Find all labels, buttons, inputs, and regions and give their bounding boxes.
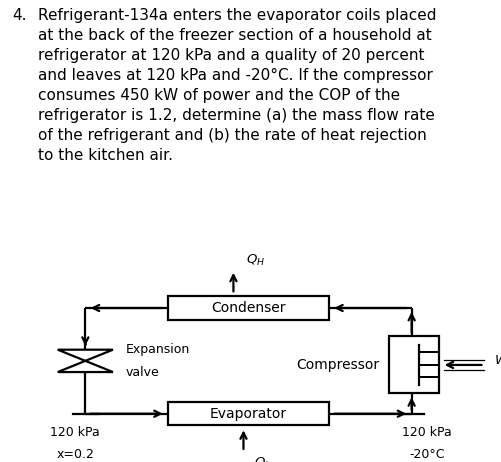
Text: valve: valve <box>125 366 159 379</box>
Text: Refrigerant-134a enters the evaporator coils placed
at the back of the freezer s: Refrigerant-134a enters the evaporator c… <box>38 8 435 164</box>
Text: -20°C: -20°C <box>408 448 443 461</box>
Bar <box>168 296 328 320</box>
Text: $Q_H$: $Q_H$ <box>245 253 265 268</box>
Text: 120 kPa: 120 kPa <box>50 426 100 439</box>
Text: 4.: 4. <box>13 8 27 23</box>
Bar <box>168 402 328 426</box>
Text: 120 kPa: 120 kPa <box>401 426 451 439</box>
Text: x=0.2: x=0.2 <box>56 448 94 461</box>
Text: Evaporator: Evaporator <box>209 407 287 421</box>
Text: Condenser: Condenser <box>211 301 285 315</box>
Text: $W_{\mathrm{in}}$: $W_{\mathrm{in}}$ <box>493 354 501 370</box>
Text: $Q_L$: $Q_L$ <box>253 456 270 462</box>
Text: Compressor: Compressor <box>295 358 378 372</box>
Bar <box>388 336 438 394</box>
Text: Expansion: Expansion <box>125 343 189 356</box>
